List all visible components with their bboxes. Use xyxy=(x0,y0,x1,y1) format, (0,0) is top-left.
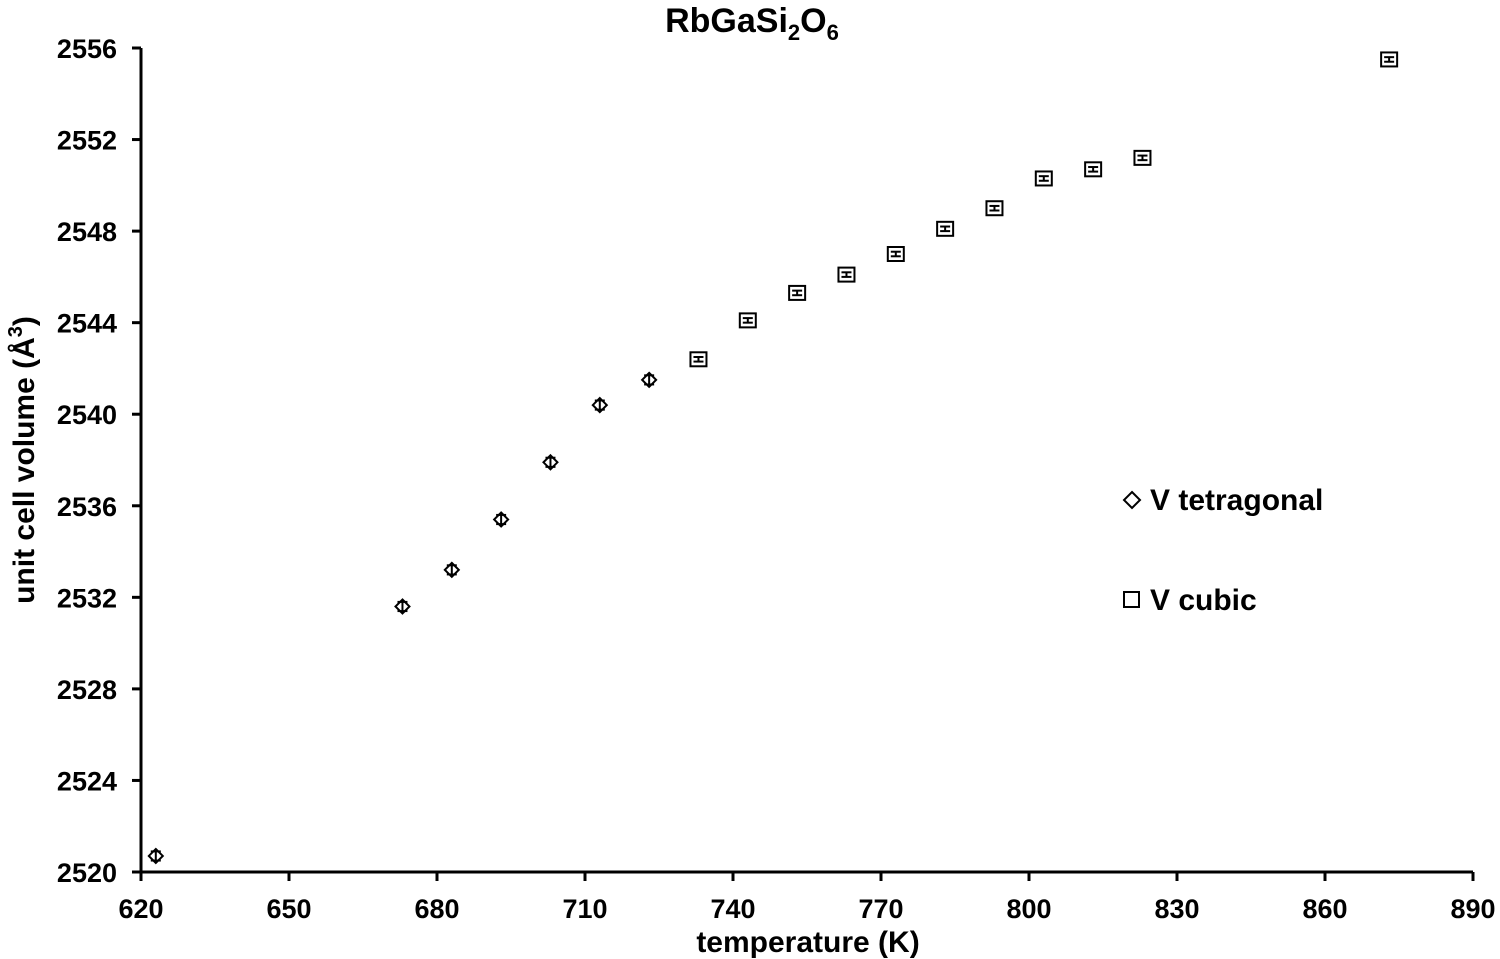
data-point xyxy=(147,847,165,865)
series-square xyxy=(689,51,1399,368)
data-point xyxy=(936,220,955,237)
x-tick-label: 800 xyxy=(1006,894,1051,924)
data-point xyxy=(640,371,658,389)
legend: V tetragonal V cubic xyxy=(1122,484,1323,617)
square-marker xyxy=(1380,51,1399,68)
x-tick-label: 620 xyxy=(118,894,163,924)
x-tick-label: 770 xyxy=(858,894,903,924)
series-diamond xyxy=(147,371,658,865)
x-tick-label: 860 xyxy=(1302,894,1347,924)
x-tick-label: 650 xyxy=(266,894,311,924)
data-point xyxy=(591,396,609,414)
y-tick-label: 2524 xyxy=(57,766,117,796)
data-point xyxy=(1133,149,1152,166)
data-point xyxy=(394,598,411,615)
legend-label-cubic: V cubic xyxy=(1150,584,1257,617)
data-point xyxy=(788,284,807,301)
x-tick-label: 740 xyxy=(710,894,755,924)
data-point xyxy=(443,561,461,579)
y-tick-label: 2556 xyxy=(57,34,117,64)
legend-square-marker xyxy=(1123,591,1140,608)
x-tick-label: 830 xyxy=(1154,894,1199,924)
y-tick-label: 2532 xyxy=(57,583,117,613)
x-tick-label: 710 xyxy=(562,894,607,924)
chart-title: RbGaSi2O6 xyxy=(665,2,839,45)
legend-diamond-marker xyxy=(1122,490,1142,510)
data-point xyxy=(1084,161,1103,178)
y-tick-label: 2548 xyxy=(57,217,117,247)
x-tick-label: 890 xyxy=(1450,894,1495,924)
data-point xyxy=(1380,51,1399,68)
square-marker xyxy=(837,266,856,283)
diamond-marker xyxy=(542,453,559,471)
y-axis-title: unit cell volume (Å3) xyxy=(5,316,41,604)
square-marker xyxy=(985,200,1004,217)
data-point xyxy=(689,351,708,368)
y-tick-label: 2544 xyxy=(57,309,117,339)
data-point xyxy=(985,200,1004,217)
square-marker xyxy=(689,351,708,368)
data-point xyxy=(1034,170,1053,187)
y-axis-ticks: 2520 2524 2528 2532 2536 2540 2544 2548 2552 2556 xyxy=(57,34,141,888)
square-marker xyxy=(886,246,905,262)
y-tick-label: 2528 xyxy=(57,675,117,705)
diamond-marker xyxy=(492,511,510,528)
data-point xyxy=(738,312,757,329)
data-point xyxy=(837,266,856,283)
diamond-marker xyxy=(591,396,609,414)
diamond-marker xyxy=(443,561,461,579)
legend-item-cubic: V cubic xyxy=(1123,584,1257,617)
x-axis-title: temperature (K) xyxy=(696,926,919,959)
y-tick-label: 2536 xyxy=(57,492,117,522)
data-point xyxy=(886,246,905,262)
x-tick-label: 680 xyxy=(414,894,459,924)
square-marker xyxy=(1084,161,1103,178)
data-point xyxy=(492,511,510,528)
diamond-marker xyxy=(394,598,411,615)
diamond-marker xyxy=(147,847,165,865)
legend-label-tetragonal: V tetragonal xyxy=(1150,484,1323,517)
plot-area xyxy=(147,51,1399,865)
square-marker xyxy=(738,312,757,329)
square-marker xyxy=(936,220,955,237)
square-marker xyxy=(1133,149,1152,166)
square-marker xyxy=(1034,170,1053,187)
square-marker xyxy=(788,284,807,301)
y-tick-label: 2540 xyxy=(57,400,117,430)
y-tick-label: 2520 xyxy=(57,858,117,888)
y-tick-label: 2552 xyxy=(57,126,117,156)
diamond-marker xyxy=(640,371,658,389)
x-axis-ticks: 620 650 680 710 740 770 800 830 860 890 xyxy=(118,872,1496,924)
data-point xyxy=(542,453,559,471)
legend-item-tetragonal: V tetragonal xyxy=(1122,484,1323,517)
